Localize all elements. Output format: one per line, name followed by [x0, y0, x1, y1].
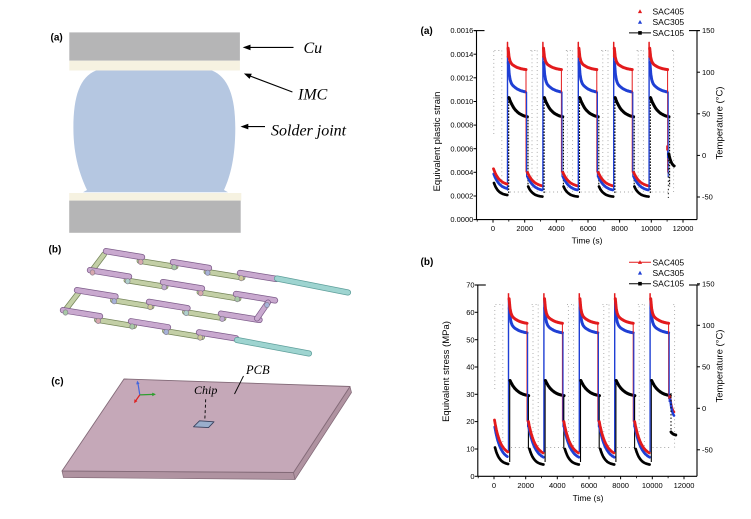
svg-text:0.0004: 0.0004: [450, 168, 473, 177]
svg-text:30: 30: [466, 390, 474, 399]
svg-text:40: 40: [466, 363, 474, 372]
svg-text:50: 50: [466, 335, 474, 344]
svg-text:-50: -50: [702, 445, 713, 454]
svg-text:4000: 4000: [549, 481, 566, 490]
svg-text:0.0014: 0.0014: [450, 50, 473, 59]
svg-text:(b): (b): [49, 245, 62, 256]
svg-text:SAC405: SAC405: [653, 7, 685, 17]
svg-text:Chip: Chip: [194, 383, 217, 397]
svg-text:Cu: Cu: [304, 40, 323, 57]
svg-text:Solder joint: Solder joint: [271, 123, 347, 140]
svg-text:100: 100: [702, 68, 715, 77]
svg-text:(c): (c): [51, 377, 63, 388]
svg-text:(a): (a): [51, 33, 63, 44]
svg-text:-50: -50: [702, 193, 713, 202]
svg-text:150: 150: [702, 279, 715, 288]
svg-text:IMC: IMC: [297, 87, 328, 104]
svg-text:0.0010: 0.0010: [450, 97, 473, 106]
svg-text:2000: 2000: [517, 481, 534, 490]
svg-text:SAC305: SAC305: [653, 268, 685, 278]
svg-text:Time (s): Time (s): [572, 236, 603, 246]
svg-text:Temperature (°C): Temperature (°C): [715, 330, 726, 403]
svg-text:0.0000: 0.0000: [450, 215, 473, 224]
svg-text:100: 100: [702, 321, 715, 330]
svg-text:SAC305: SAC305: [653, 17, 685, 27]
svg-text:10000: 10000: [642, 481, 663, 490]
svg-text:70: 70: [466, 281, 474, 290]
svg-text:0: 0: [702, 151, 706, 160]
svg-text:0: 0: [492, 481, 496, 490]
svg-text:150: 150: [702, 26, 715, 35]
svg-text:Temperature (°C): Temperature (°C): [715, 87, 726, 160]
svg-text:2000: 2000: [516, 224, 533, 233]
svg-text:0.0002: 0.0002: [450, 192, 473, 201]
svg-text:0.0006: 0.0006: [450, 144, 473, 153]
svg-text:12000: 12000: [674, 481, 695, 490]
svg-text:0.0012: 0.0012: [450, 73, 473, 82]
svg-text:50: 50: [702, 109, 710, 118]
svg-text:SAC405: SAC405: [653, 257, 685, 267]
svg-text:SAC105: SAC105: [653, 279, 685, 289]
svg-text:(a): (a): [421, 26, 433, 37]
svg-text:Equivalent stress (MPa): Equivalent stress (MPa): [441, 321, 452, 422]
svg-text:8000: 8000: [612, 481, 629, 490]
svg-text:6000: 6000: [581, 481, 598, 490]
svg-text:PCB: PCB: [245, 363, 270, 377]
svg-text:6000: 6000: [580, 224, 597, 233]
svg-text:4000: 4000: [548, 224, 565, 233]
svg-text:8000: 8000: [611, 224, 628, 233]
svg-text:50: 50: [702, 362, 710, 371]
svg-text:0.0008: 0.0008: [450, 121, 473, 130]
svg-text:0: 0: [702, 404, 706, 413]
svg-text:12000: 12000: [673, 224, 694, 233]
svg-text:Time (s): Time (s): [573, 493, 604, 503]
svg-text:SAC105: SAC105: [653, 28, 685, 38]
svg-text:0: 0: [491, 224, 495, 233]
svg-text:0: 0: [470, 472, 474, 481]
svg-text:Equivalent plastic strain: Equivalent plastic strain: [432, 92, 443, 192]
svg-text:10: 10: [466, 445, 474, 454]
svg-text:0.0016: 0.0016: [450, 26, 473, 35]
svg-text:20: 20: [466, 417, 474, 426]
svg-text:60: 60: [466, 308, 474, 317]
svg-text:10000: 10000: [641, 224, 662, 233]
svg-text:(b): (b): [421, 257, 434, 268]
